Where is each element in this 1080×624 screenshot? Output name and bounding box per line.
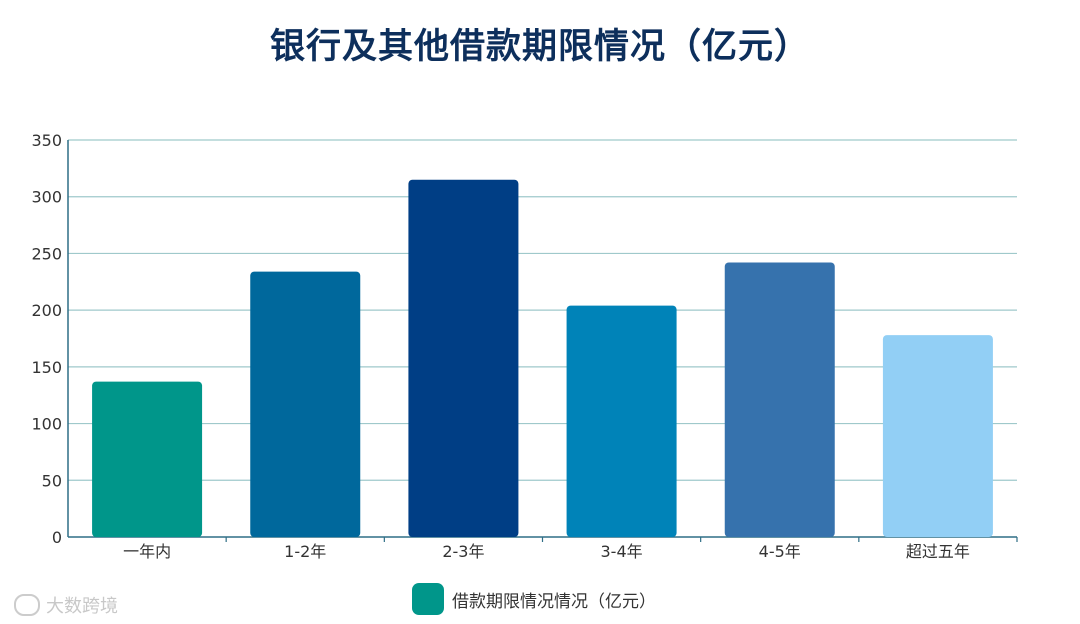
x-tick-label: 3-4年 — [601, 542, 643, 561]
y-tick-label: 50 — [42, 471, 62, 490]
y-tick-label: 300 — [31, 188, 62, 207]
legend-label: 借款期限情况情况（亿元） — [452, 591, 656, 612]
bar — [250, 271, 361, 537]
y-tick-label: 250 — [31, 244, 62, 263]
x-tick-label: 4-5年 — [759, 542, 801, 561]
logo-icon — [14, 594, 40, 616]
bar — [408, 179, 519, 537]
legend[interactable]: 借款期限情况情况（亿元） — [412, 583, 656, 615]
bar — [882, 335, 993, 537]
y-tick-label: 100 — [31, 415, 62, 434]
bar — [92, 381, 203, 537]
y-tick-label: 0 — [52, 528, 62, 547]
chart-title: 银行及其他借款期限情况（亿元） — [269, 27, 810, 67]
x-tick-label: 超过五年 — [906, 542, 970, 561]
bar — [724, 262, 835, 537]
bar — [566, 305, 677, 537]
y-tick-label: 350 — [31, 131, 62, 150]
x-tick-label: 1-2年 — [284, 542, 326, 561]
x-tick-label: 一年内 — [123, 542, 171, 561]
y-tick-label: 200 — [31, 301, 62, 320]
watermark-text: 大数跨境 — [46, 596, 118, 617]
x-tick-label: 2-3年 — [442, 542, 484, 561]
legend-swatch — [412, 583, 444, 615]
watermark: 大数跨境 — [14, 592, 118, 618]
y-tick-label: 150 — [31, 358, 62, 377]
